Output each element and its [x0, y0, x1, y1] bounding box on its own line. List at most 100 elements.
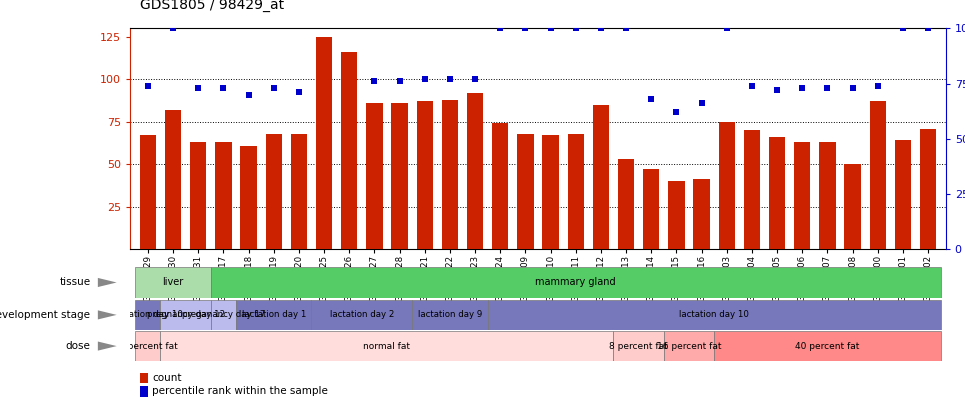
- Point: [543, 25, 559, 32]
- Point: [669, 109, 684, 115]
- Bar: [567, 134, 584, 249]
- Text: dose: dose: [66, 341, 91, 351]
- Point: [165, 25, 180, 32]
- Text: liver: liver: [162, 277, 183, 288]
- Point: [845, 85, 861, 91]
- Bar: [135, 331, 160, 361]
- Bar: [920, 128, 936, 249]
- Point: [342, 14, 357, 21]
- Bar: [844, 164, 861, 249]
- Point: [241, 92, 257, 98]
- Bar: [614, 331, 664, 361]
- Bar: [467, 93, 483, 249]
- Bar: [367, 103, 382, 249]
- Bar: [140, 135, 156, 249]
- Bar: [664, 331, 714, 361]
- Point: [769, 87, 785, 94]
- Text: 40 percent fat: 40 percent fat: [795, 341, 860, 351]
- Bar: [794, 142, 811, 249]
- Text: GDS1805 / 98429_at: GDS1805 / 98429_at: [140, 0, 284, 12]
- Point: [215, 85, 231, 91]
- Bar: [341, 52, 357, 249]
- Point: [744, 83, 759, 89]
- Bar: [869, 101, 886, 249]
- Bar: [240, 145, 257, 249]
- Bar: [160, 300, 210, 330]
- Point: [896, 25, 911, 32]
- Point: [140, 83, 155, 89]
- Polygon shape: [97, 341, 117, 351]
- Bar: [694, 179, 709, 249]
- Bar: [135, 267, 210, 298]
- Bar: [312, 300, 412, 330]
- Bar: [593, 105, 609, 249]
- Point: [921, 25, 936, 32]
- Bar: [265, 134, 282, 249]
- Point: [593, 25, 609, 32]
- Point: [644, 96, 659, 102]
- Bar: [316, 37, 332, 249]
- Point: [870, 83, 886, 89]
- Bar: [668, 181, 684, 249]
- Text: mammary gland: mammary gland: [536, 277, 616, 288]
- Bar: [895, 141, 911, 249]
- Text: 16 percent fat: 16 percent fat: [657, 341, 721, 351]
- Bar: [190, 142, 207, 249]
- Bar: [412, 300, 487, 330]
- Point: [190, 85, 206, 91]
- Bar: [210, 300, 236, 330]
- Bar: [236, 300, 312, 330]
- Text: lactation day 9: lactation day 9: [418, 310, 482, 320]
- Point: [619, 25, 634, 32]
- Bar: [215, 142, 232, 249]
- Point: [317, 12, 332, 18]
- Bar: [290, 134, 307, 249]
- Bar: [210, 267, 941, 298]
- Bar: [392, 103, 408, 249]
- Bar: [819, 142, 836, 249]
- Bar: [719, 122, 735, 249]
- Polygon shape: [97, 310, 117, 320]
- Text: 8 percent fat: 8 percent fat: [609, 341, 668, 351]
- Text: 8 percent fat: 8 percent fat: [119, 341, 178, 351]
- Bar: [417, 101, 433, 249]
- Point: [467, 76, 482, 82]
- Point: [517, 25, 533, 32]
- Bar: [442, 100, 458, 249]
- Bar: [160, 331, 614, 361]
- Bar: [517, 134, 534, 249]
- Point: [417, 76, 432, 82]
- Text: lactation day 10: lactation day 10: [113, 310, 182, 320]
- Point: [819, 85, 835, 91]
- Point: [266, 85, 282, 91]
- Polygon shape: [97, 278, 117, 287]
- Bar: [165, 110, 181, 249]
- Bar: [618, 159, 634, 249]
- Text: lactation day 10: lactation day 10: [679, 310, 749, 320]
- Text: pregnancy day 12: pregnancy day 12: [147, 310, 225, 320]
- Point: [694, 100, 709, 107]
- Text: normal fat: normal fat: [364, 341, 410, 351]
- Text: tissue: tissue: [59, 277, 91, 288]
- Point: [794, 85, 810, 91]
- Text: count: count: [152, 373, 181, 383]
- Point: [442, 76, 457, 82]
- Point: [392, 78, 407, 85]
- Text: development stage: development stage: [0, 310, 91, 320]
- Text: percentile rank within the sample: percentile rank within the sample: [152, 386, 328, 396]
- Bar: [643, 169, 659, 249]
- Text: lactation day 1: lactation day 1: [241, 310, 306, 320]
- Text: preganancy day 17: preganancy day 17: [181, 310, 265, 320]
- Bar: [140, 373, 149, 383]
- Bar: [487, 300, 941, 330]
- Bar: [542, 135, 559, 249]
- Bar: [744, 130, 760, 249]
- Point: [568, 25, 584, 32]
- Bar: [140, 386, 149, 396]
- Point: [719, 25, 734, 32]
- Bar: [135, 300, 160, 330]
- Point: [367, 78, 382, 85]
- Text: lactation day 2: lactation day 2: [330, 310, 394, 320]
- Bar: [492, 124, 509, 249]
- Point: [291, 89, 307, 96]
